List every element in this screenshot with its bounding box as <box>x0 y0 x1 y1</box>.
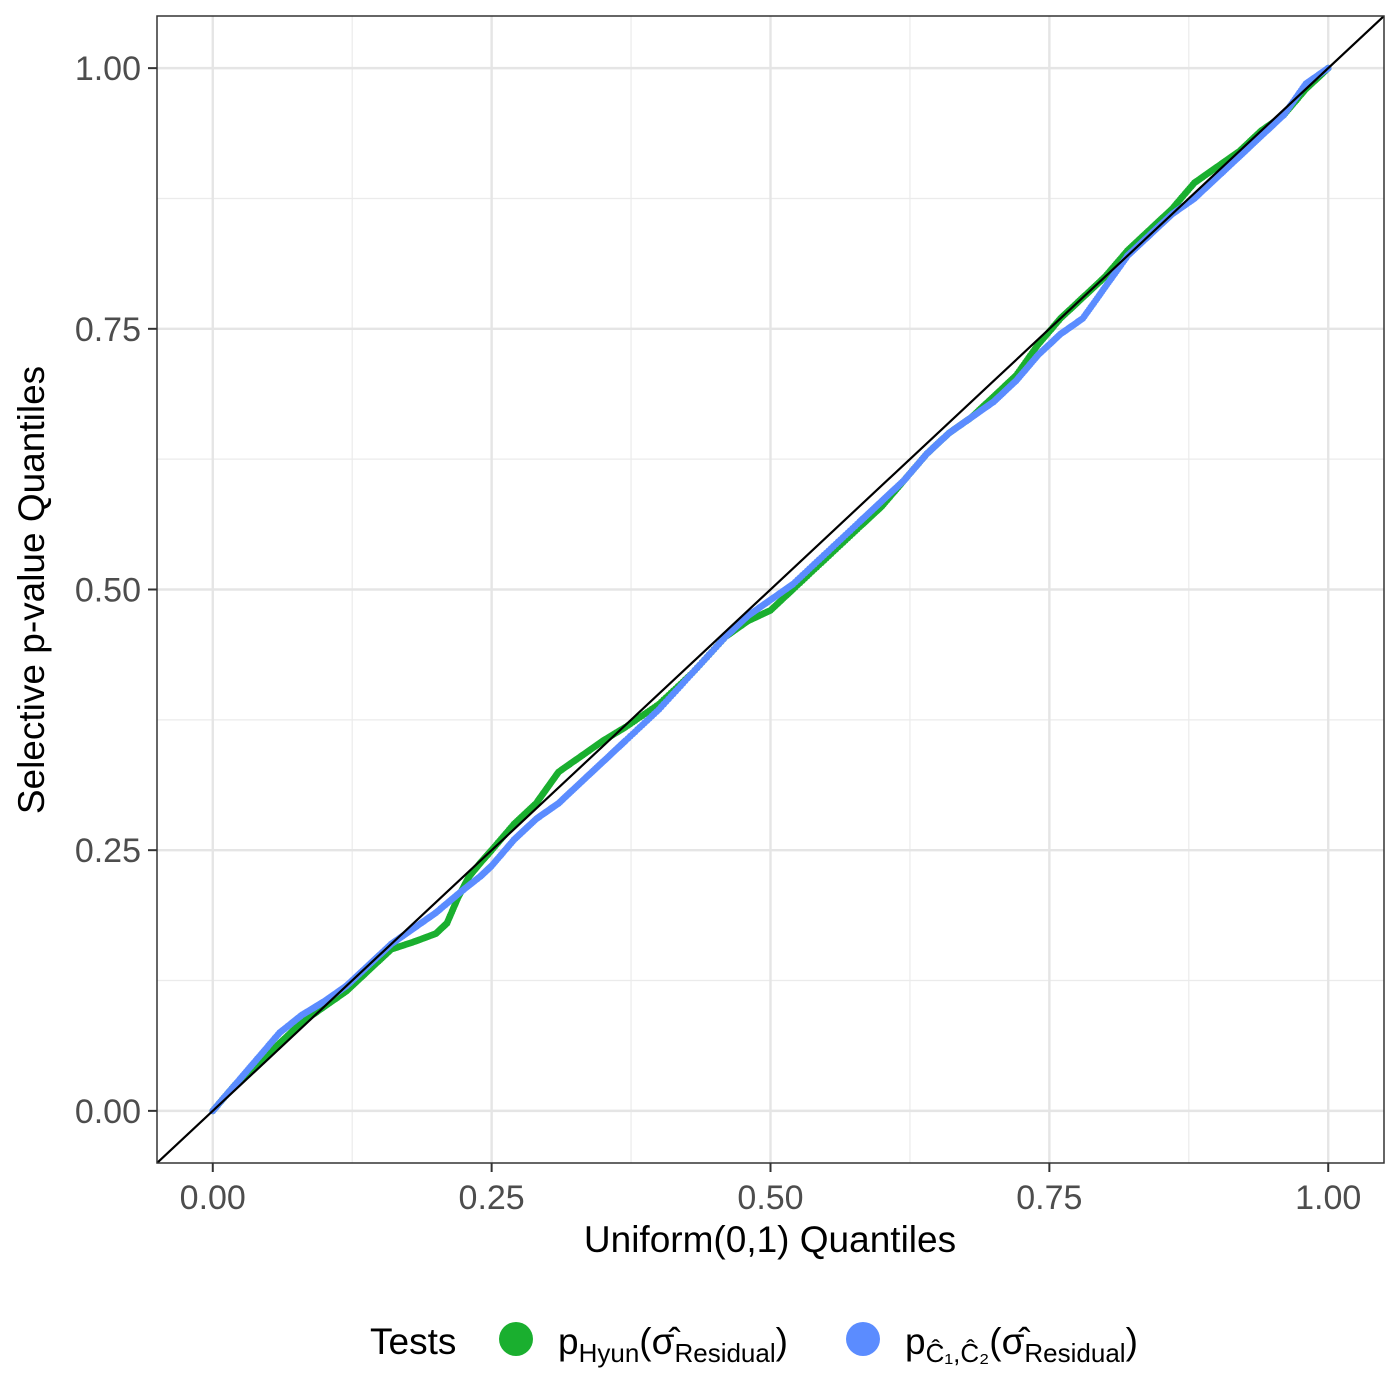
y-tick-label: 0.25 <box>75 832 141 870</box>
x-tick-label: 0.00 <box>180 1179 246 1217</box>
legend-label-hyun: pHyun(σ̂Residual) <box>558 1321 788 1368</box>
legend-key-hyun <box>499 1322 533 1356</box>
x-tick-label: 0.75 <box>1016 1179 1082 1217</box>
x-tick-label: 1.00 <box>1295 1179 1361 1217</box>
x-axis-title: Uniform(0,1) Quantiles <box>584 1219 956 1260</box>
x-tick-label: 0.50 <box>737 1179 803 1217</box>
y-axis: 0.00 0.25 0.50 0.75 1.00 <box>75 50 157 1131</box>
y-axis-title: Selective p-value Quantiles <box>11 366 52 814</box>
x-tick-label: 0.25 <box>459 1179 525 1217</box>
legend-label-c1c2: pĈ₁,Ĉ₂(σ̂Residual) <box>905 1321 1138 1368</box>
legend: Tests pHyun(σ̂Residual) pĈ₁,Ĉ₂(σ̂Residua… <box>370 1321 1138 1368</box>
y-tick-label: 0.00 <box>75 1093 141 1131</box>
legend-title: Tests <box>370 1321 456 1362</box>
y-tick-label: 0.50 <box>75 572 141 610</box>
y-tick-label: 0.75 <box>75 311 141 349</box>
legend-key-c1c2 <box>846 1322 880 1356</box>
x-axis: 0.00 0.25 0.50 0.75 1.00 <box>180 1163 1361 1217</box>
reference-line-y-equals-x <box>157 16 1384 1163</box>
y-tick-label: 1.00 <box>75 50 141 88</box>
